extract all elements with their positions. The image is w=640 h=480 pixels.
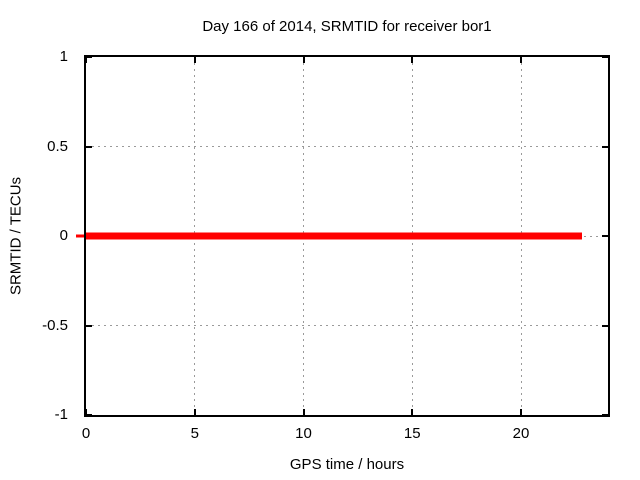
x-tick-top	[85, 57, 87, 63]
x-tick-bottom	[302, 409, 305, 415]
y-gridline	[86, 325, 608, 326]
y-tick-left	[86, 324, 92, 327]
data-series-line	[86, 232, 582, 240]
plot-area	[76, 55, 610, 417]
y-tick-right	[602, 145, 608, 148]
x-tick-top	[193, 57, 196, 63]
y-tick-label: 1	[59, 48, 68, 65]
y-tick-right	[602, 324, 608, 327]
y-gridline	[86, 146, 608, 147]
y-tick-right	[602, 414, 608, 416]
x-tick-label: 5	[190, 425, 199, 442]
y-tick-left	[86, 414, 92, 416]
x-tick-label: 15	[403, 425, 421, 442]
x-tick-bottom	[411, 409, 414, 415]
x-tick-bottom	[193, 409, 196, 415]
x-tick-top	[520, 57, 522, 63]
x-tick-top	[411, 57, 414, 63]
chart-title: Day 166 of 2014, SRMTID for receiver bor…	[202, 18, 492, 35]
y-tick-left	[86, 56, 92, 58]
y-tick-left	[86, 145, 92, 148]
y-tick-label: -0.5	[42, 316, 68, 334]
x-tick-label: 0	[81, 425, 91, 442]
y-tick-label: -1	[54, 406, 68, 423]
y-tick-right	[602, 56, 608, 58]
x-tick-label: 10	[295, 425, 312, 442]
x-tick-label: 20	[512, 425, 530, 442]
y-tick-label: 0.5	[47, 137, 68, 155]
y-tick-right	[602, 235, 608, 237]
y-tick-label: 0	[59, 227, 68, 244]
x-tick-top	[302, 57, 305, 63]
x-tick-bottom	[520, 409, 522, 415]
data-series-left-cap	[76, 234, 84, 238]
x-axis-label: GPS time / hours	[289, 456, 405, 473]
x-tick-bottom	[85, 409, 87, 415]
